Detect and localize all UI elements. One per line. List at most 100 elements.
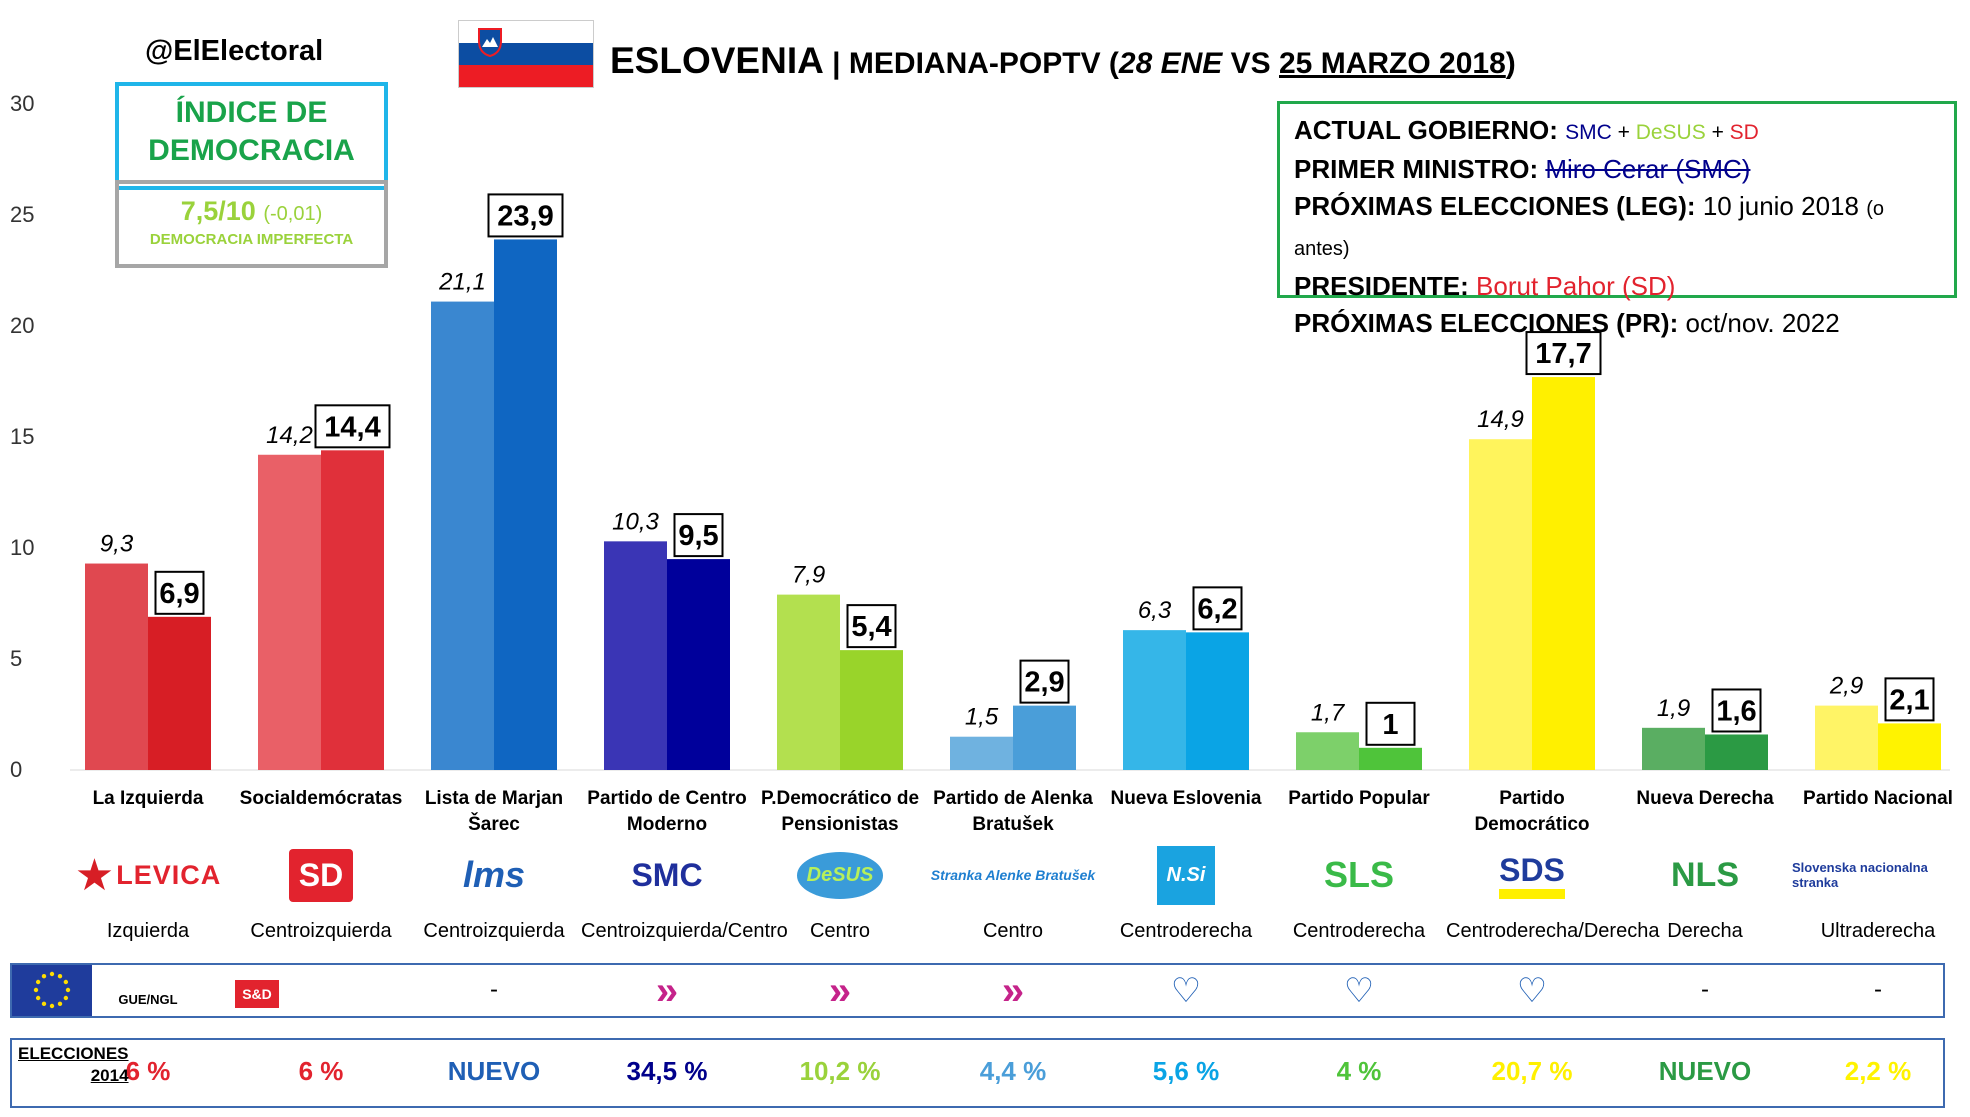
party-name-line2: Moderno — [626, 814, 708, 835]
data-label-current: 14,4 — [324, 411, 380, 443]
eu-star-icon — [35, 979, 41, 985]
bar-current — [667, 559, 730, 770]
eu-flag-icon — [12, 965, 92, 1016]
pr-value: oct/nov. 2022 — [1685, 308, 1840, 338]
eu-star-icon — [57, 973, 63, 979]
party-name: Nueva Eslovenia — [1100, 786, 1272, 812]
party-name-line1: Partido Popular — [1288, 788, 1430, 809]
party-ideology: Centroderecha — [1119, 920, 1253, 942]
index-category: DEMOCRACIA IMPERFECTA — [149, 231, 354, 248]
bar-previous — [777, 594, 840, 770]
party-logo-icon: SDS — [1446, 840, 1618, 910]
data-label-current: 2,1 — [1889, 684, 1929, 716]
eu-group: - — [1701, 976, 1709, 1003]
party-logo-text: lms — [462, 854, 526, 895]
gov-row: ACTUAL GOBIERNO: SMC + DeSUS + SD — [1294, 112, 1940, 151]
party-name-line2: Democrático — [1474, 814, 1590, 835]
party-logo-text: N.Si — [1156, 845, 1216, 905]
party-logo-text: DeSUS — [796, 851, 884, 899]
party-ideology: Centro — [809, 920, 871, 942]
index-title-line2: DEMOCRACIA — [148, 134, 355, 167]
party-logo-icon: SD — [235, 840, 407, 910]
index-score-line: 7,5/10 (-0,01) — [119, 196, 384, 227]
y-tick-label: 20 — [10, 313, 35, 338]
data-label-box — [1884, 677, 1935, 722]
y-tick-label: 5 — [10, 646, 23, 671]
election-2014-result: 5,6 % — [1152, 1056, 1220, 1086]
party-name: Lista de Marjan Šarec — [408, 786, 580, 838]
chart-title: ESLOVENIA | MEDIANA-POPTV (28 ENE VS 25 … — [610, 40, 1516, 82]
bar-previous — [85, 563, 148, 770]
bar-current — [1705, 734, 1768, 770]
eu-group: ♡ — [1170, 972, 1202, 1010]
data-label-current: 6,9 — [159, 578, 199, 610]
party-name-line1: La Izquierda — [92, 788, 204, 809]
gov-plus-1: + — [1611, 121, 1636, 144]
gov-label: ACTUAL GOBIERNO: — [1294, 115, 1558, 145]
data-label-box — [1365, 701, 1416, 746]
pm-label: PRIMER MINISTRO: — [1294, 154, 1539, 184]
party-ideology: Izquierda — [106, 920, 190, 942]
party-logo-icon: ★ LEVICA — [62, 840, 234, 910]
data-label-box — [154, 570, 205, 615]
party-name: La Izquierda — [62, 786, 234, 812]
election-2014-result: 6 % — [125, 1056, 171, 1086]
pres-row: PRESIDENTE: Borut Pahor (SD) — [1294, 268, 1940, 305]
party-name: Nueva Derecha — [1619, 786, 1791, 812]
eu-star-icon — [49, 1003, 55, 1009]
election-2014-result: 4,4 % — [979, 1056, 1047, 1086]
party-logo-icon: NLS — [1619, 840, 1791, 910]
government-info-box: ACTUAL GOBIERNO: SMC + DeSUS + SD PRIMER… — [1277, 101, 1957, 338]
party-logo-icon: lms — [408, 840, 580, 910]
leg-value: 10 junio 2018 — [1702, 191, 1859, 221]
leg-label: PRÓXIMAS ELECCIONES (LEG): — [1294, 191, 1696, 221]
party-logo-icon: SLS — [1273, 840, 1445, 910]
bar-previous — [1296, 732, 1359, 770]
election-2014-result: NUEVO — [1658, 1056, 1752, 1086]
title-pollster: MEDIANA-POPTV ( — [848, 47, 1119, 80]
party-name: P.Democrático de Pensionistas — [754, 786, 926, 838]
election-2014-result: 34,5 % — [626, 1056, 708, 1086]
party-ideology: Centro — [982, 920, 1044, 942]
bar-current — [1186, 632, 1249, 770]
red-star-icon: ★ — [74, 850, 115, 900]
eu-group: S&D — [235, 980, 279, 1008]
party-logo-text: Stranka Alenke Bratušek — [930, 867, 1096, 883]
eu-star-icon — [63, 979, 69, 985]
leg-row: PRÓXIMAS ELECCIONES (LEG): 10 junio 2018… — [1294, 188, 1940, 268]
party-name: Socialdemócratas — [235, 786, 407, 812]
bar-current — [1532, 377, 1595, 770]
party-logo-icon: DeSUS — [754, 840, 926, 910]
y-tick-label: 15 — [10, 424, 35, 449]
bar-previous — [604, 541, 667, 770]
party-logo-text: SMC — [631, 856, 703, 893]
pres-label: PRESIDENTE: — [1294, 271, 1469, 301]
eu-group: » — [1001, 969, 1025, 1013]
eu-group: » — [655, 969, 679, 1013]
eu-star-icon — [35, 995, 41, 1001]
data-label-current: 23,9 — [497, 200, 553, 232]
data-label-current: 2,9 — [1024, 667, 1064, 699]
bar-previous — [1469, 439, 1532, 770]
data-label-previous: 21,1 — [438, 269, 486, 296]
data-label-box — [1525, 331, 1602, 376]
party-logo-text: SD — [288, 848, 354, 902]
eu-group: - — [1874, 976, 1882, 1003]
data-label-box — [314, 404, 391, 449]
data-label-current: 5,4 — [851, 611, 891, 643]
pr-row: PRÓXIMAS ELECCIONES (PR): oct/nov. 2022 — [1294, 305, 1940, 342]
pm-row: PRIMER MINISTRO: Miro Cerar (SMC) — [1294, 151, 1940, 188]
data-label-previous: 7,9 — [792, 562, 825, 589]
gov-party-smc: SMC — [1565, 121, 1612, 144]
eu-star-icon — [57, 1001, 63, 1007]
eu-star-icon — [65, 987, 71, 993]
party-name-line1: Partido — [1499, 788, 1565, 809]
party-name-line2: Šarec — [468, 814, 520, 835]
elections-label-line2: 2014 — [90, 1066, 129, 1085]
data-label-box — [1192, 586, 1243, 631]
eu-star-icon — [41, 1001, 47, 1007]
party-name: Partido de Alenka Bratušek — [927, 786, 1099, 838]
party-ideology: Centroderecha/Derecha — [1446, 920, 1660, 942]
election-2014-result: 10,2 % — [799, 1056, 881, 1086]
index-score: 7,5/10 — [180, 196, 256, 226]
